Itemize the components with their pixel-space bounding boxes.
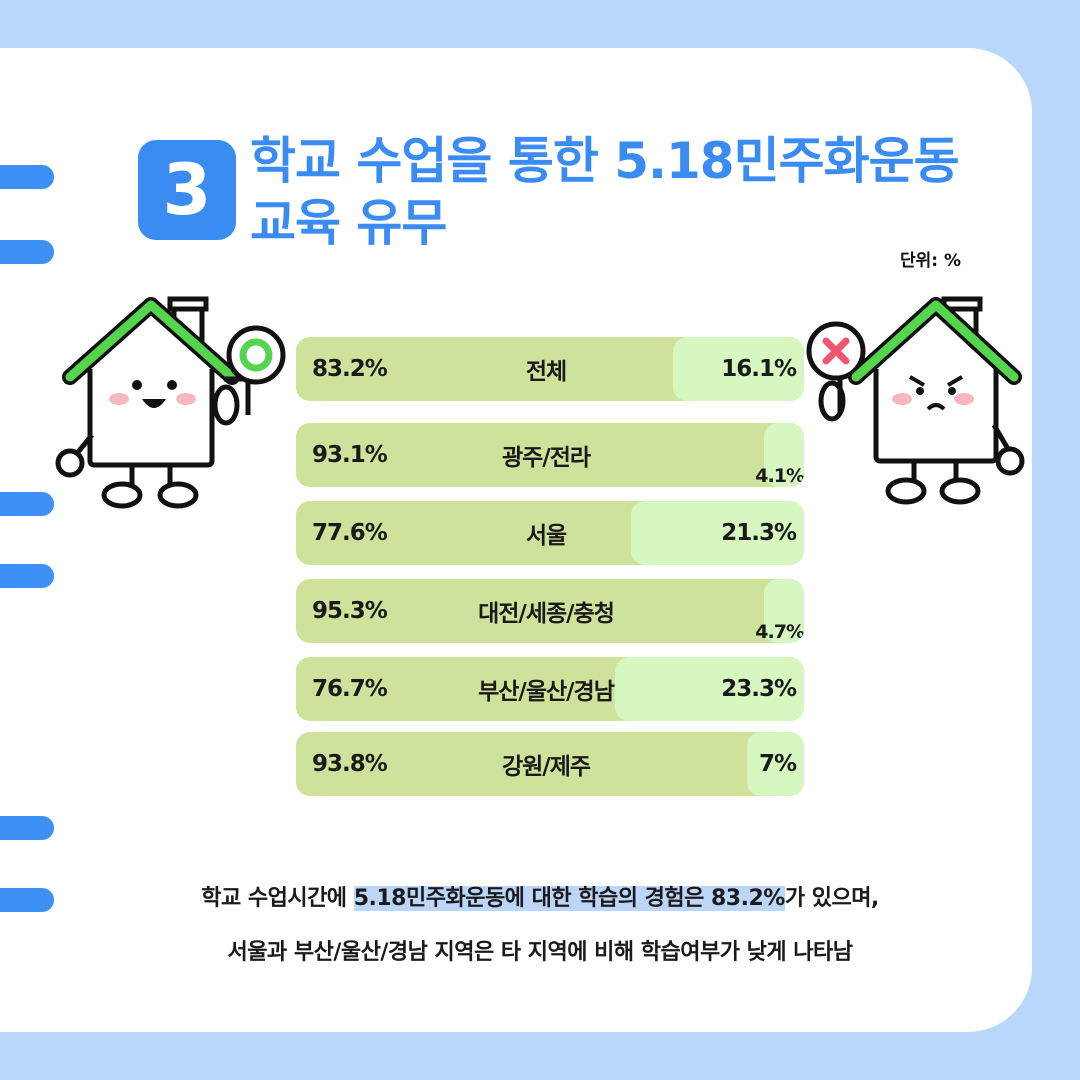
value-label-yes: 83.2% <box>312 356 388 382</box>
value-label-yes: 93.8% <box>312 751 388 777</box>
unit-label: 단위: % <box>900 251 962 271</box>
bar-row: 83.2% 전체 16.1% <box>296 337 804 401</box>
section-number-badge: 3 <box>138 140 236 240</box>
value-label-yes: 95.3% <box>312 598 388 624</box>
bar-row: 95.3% 대전/세종/충청 4.7% <box>296 579 804 643</box>
bar-segment-no <box>764 423 804 487</box>
summary-highlight: 5.18민주화운동에 대한 학습의 경험은 83.2% <box>353 886 785 911</box>
value-label-yes: 93.1% <box>312 442 388 468</box>
value-label-no: 4.7% <box>755 621 804 643</box>
value-label-yes: 76.7% <box>312 676 388 702</box>
angry-house-character-icon <box>806 296 1025 505</box>
summary-line1: 학교 수업시간에 5.18민주화운동에 대한 학습의 경험은 83.2%가 있으… <box>60 872 1020 926</box>
category-label: 부산/울산/경남 <box>478 679 615 705</box>
notebook-tab <box>0 165 54 189</box>
bar-segment-no <box>673 337 804 401</box>
bar-segment-no <box>764 579 804 643</box>
category-label: 서울 <box>525 523 567 549</box>
value-label-no: 23.3% <box>721 676 797 702</box>
value-label-no: 7% <box>758 751 797 777</box>
category-label: 대전/세종/충청 <box>478 601 615 627</box>
bar-row: 76.7% 부산/울산/경남 23.3% <box>296 657 804 721</box>
value-label-no: 4.1% <box>755 465 804 487</box>
category-label: 광주/전라 <box>501 445 591 471</box>
bar-row: 93.1% 광주/전라 4.1% <box>296 423 804 487</box>
happy-house-character-icon <box>55 296 286 509</box>
bar-segment-no <box>630 501 804 565</box>
notebook-tab <box>0 492 54 516</box>
notebook-tab <box>0 816 54 840</box>
value-label-no: 21.3% <box>721 520 797 546</box>
summary-line1-post: 가 있으며, <box>784 886 879 911</box>
notebook-tab <box>0 564 54 588</box>
category-label: 전체 <box>525 359 567 385</box>
bar-row: 93.8% 강원/제주 7% <box>296 732 804 796</box>
chart-title-line2: 교육 유무 <box>250 194 447 252</box>
chart-title-line1: 학교 수업을 통한 5.18민주화운동 <box>250 132 960 190</box>
value-label-no: 16.1% <box>721 356 797 382</box>
bar-row: 77.6% 서울 21.3% <box>296 501 804 565</box>
chart-title: 학교 수업을 통한 5.18민주화운동 교육 유무 <box>250 130 1030 254</box>
summary-text: 학교 수업시간에 5.18민주화운동에 대한 학습의 경험은 83.2%가 있으… <box>60 872 1020 980</box>
category-label: 강원/제주 <box>501 754 591 780</box>
bar-segment-no <box>747 732 804 796</box>
notebook-tab <box>0 240 54 264</box>
value-label-yes: 77.6% <box>312 520 388 546</box>
summary-line1-pre: 학교 수업시간에 <box>201 886 354 911</box>
bar-segment-no <box>614 657 804 721</box>
notebook-tab <box>0 888 54 912</box>
summary-line2: 서울과 부산/울산/경남 지역은 타 지역에 비해 학습여부가 낮게 나타남 <box>227 940 853 965</box>
